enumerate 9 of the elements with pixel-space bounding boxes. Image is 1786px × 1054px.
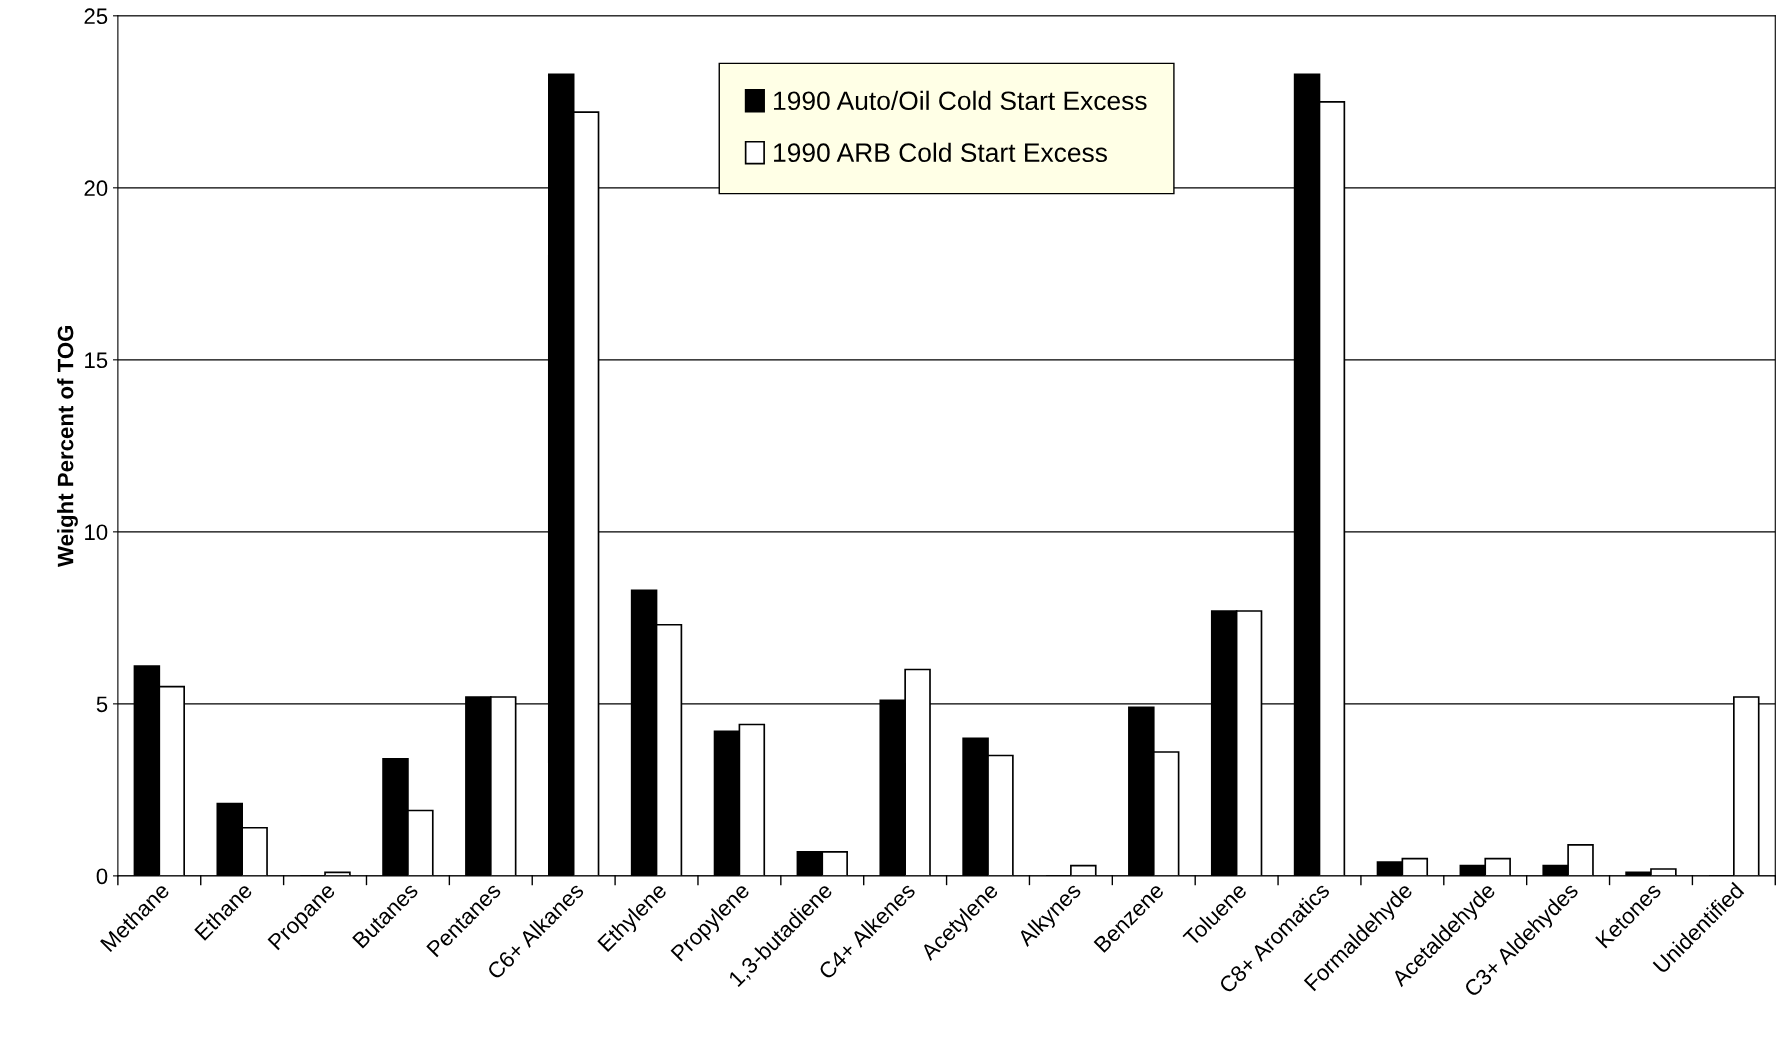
y-tick-label: 20 bbox=[84, 180, 108, 197]
legend-label: 1990 Auto/Oil Cold Start Excess bbox=[774, 90, 1147, 111]
y-tick-label: 15 bbox=[85, 352, 108, 369]
y-tick-label: 10 bbox=[85, 524, 108, 541]
y-tick-label: 0 bbox=[96, 868, 108, 885]
y-tick-label: 25 bbox=[84, 8, 108, 25]
legend-label: 1990 ARB Cold Start Excess bbox=[774, 142, 1107, 163]
y-tick-label: 5 bbox=[96, 696, 108, 713]
y-axis-title: Weight Percent of TOG bbox=[57, 325, 78, 568]
